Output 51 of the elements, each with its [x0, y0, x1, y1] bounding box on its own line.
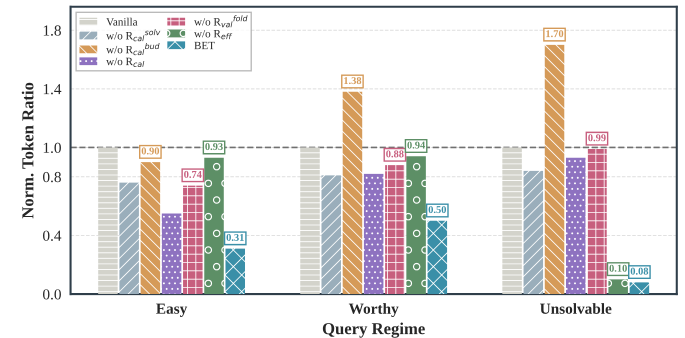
bar — [385, 165, 405, 294]
data-label: 0.50 — [428, 206, 446, 214]
data-label: 0.31 — [226, 234, 244, 241]
x-tick-label: Easy — [156, 304, 188, 317]
y-tick-label: 1.4 — [44, 84, 62, 94]
bar — [321, 175, 341, 294]
data-label: 0.10 — [609, 264, 627, 272]
bar — [524, 170, 544, 294]
data-label: 0.99 — [588, 134, 606, 142]
legend-label: BET — [194, 42, 215, 50]
bar — [428, 220, 448, 294]
bar — [587, 148, 607, 294]
data-label: 0.90 — [142, 147, 160, 155]
bar — [342, 92, 362, 294]
bar — [300, 147, 320, 294]
y-axis-title: Norm. Token Ratio — [22, 82, 34, 218]
data-label: 0.94 — [407, 142, 426, 149]
x-axis-title: Query Regime — [322, 322, 425, 338]
data-label: 0.08 — [630, 268, 648, 275]
bar — [608, 279, 628, 294]
legend-label: w/o R$_{val}$$^{fold}$ — [194, 15, 248, 28]
x-tick-label: Worthy — [348, 303, 399, 317]
data-label: 1.70 — [546, 30, 564, 38]
data-label: 0.93 — [205, 143, 223, 150]
bar — [406, 156, 426, 294]
bar — [119, 182, 139, 294]
legend-label: w/o R$_{cal}$$^{solv}$ — [106, 29, 160, 42]
y-tick-label: 1.8 — [44, 25, 61, 36]
legend-label: w/o R$_{cal}$ — [106, 58, 144, 68]
y-tick-label: 1.0 — [44, 142, 61, 153]
legend-label: Vanilla — [106, 18, 138, 26]
bar — [566, 158, 586, 294]
data-label: 0.74 — [184, 170, 202, 178]
bar — [364, 174, 384, 294]
data-label: 0.88 — [386, 150, 404, 158]
y-tick-label: 0.0 — [43, 289, 61, 300]
bar — [98, 147, 118, 294]
bar — [140, 162, 160, 294]
bar — [162, 213, 182, 294]
y-tick-label: 0.8 — [43, 172, 61, 182]
data-label: 1.38 — [344, 77, 362, 84]
bar — [183, 186, 203, 294]
bar — [630, 282, 650, 294]
legend-label: w/o R$_{eff}$ — [194, 30, 232, 40]
bar — [225, 248, 246, 294]
bar — [502, 147, 522, 294]
y-tick-label: 0.4 — [43, 230, 62, 241]
bar — [204, 158, 224, 294]
x-tick-label: Unsolvable — [540, 303, 612, 314]
bar — [544, 44, 564, 294]
legend-label: w/o R$_{cal}$$^{bud}$ — [106, 43, 160, 56]
